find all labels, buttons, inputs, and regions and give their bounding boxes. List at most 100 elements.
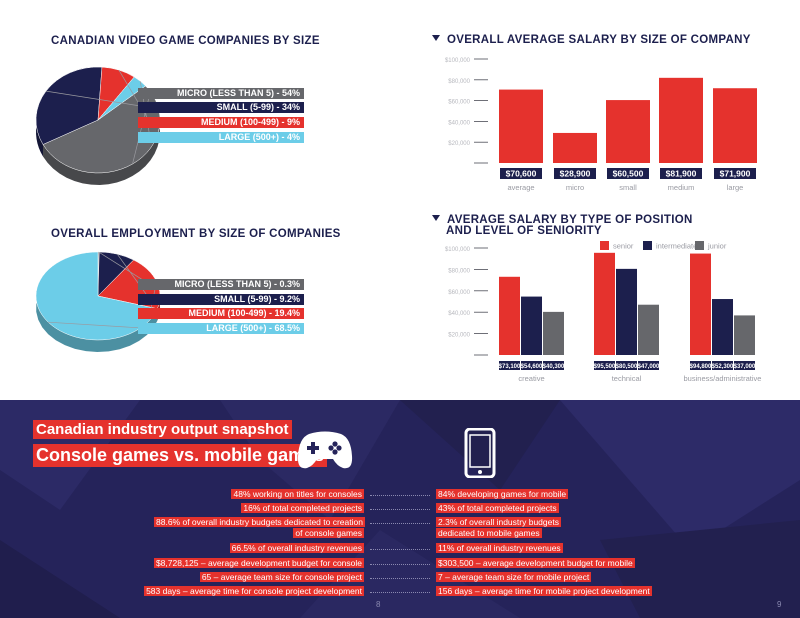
triangle-bullet-icon xyxy=(432,35,440,41)
legend-label-intermediate: intermediate xyxy=(656,242,697,251)
mobile-stat-text: 11% of overall industry revenues xyxy=(436,543,563,553)
category-label: medium xyxy=(668,183,695,192)
pie2-legend-medium: MEDIUM (100-499) - 19.4% xyxy=(138,308,304,319)
smartphone-icon xyxy=(464,428,496,478)
output-snapshot-panel: Canadian industry output snapshot Consol… xyxy=(0,400,800,618)
mobile-stat-row: 11% of overall industry revenues xyxy=(436,543,563,554)
legend-label-senior: senior xyxy=(613,242,634,251)
dotted-connector xyxy=(370,549,430,550)
mobile-stat-text: $303,500 – average development budget fo… xyxy=(436,558,635,568)
mobile-stat-row: 2.3% of overall industry budgets dedicat… xyxy=(436,517,596,539)
pie-leader-line-1 xyxy=(117,253,151,300)
mobile-stat-row: 43% of total completed projects xyxy=(436,503,559,514)
pie2-legend-micro: MICRO (LESS THAN 5) - 0.3% xyxy=(138,279,304,290)
value-label-bg xyxy=(660,168,702,179)
pie1-title: CANADIAN VIDEO GAME COMPANIES BY SIZE xyxy=(51,35,320,47)
value-label-bg xyxy=(712,361,733,370)
value-label: $54,600 xyxy=(521,364,543,370)
pie-slice-0 xyxy=(97,251,100,297)
pie-slice-side-2 xyxy=(101,67,135,89)
bar1-title-text: OVERALL AVERAGE SALARY BY SIZE OF COMPAN… xyxy=(447,34,751,46)
page-number-left: 8 xyxy=(376,600,381,609)
value-label-bg xyxy=(499,361,520,370)
value-label: $94,800 xyxy=(690,364,712,370)
mobile-stat-row: 84% developing games for mobile xyxy=(436,489,569,500)
mobile-stat-text: 2.3% of overall industry budgets dedicat… xyxy=(436,517,561,538)
pie-slice-side-0 xyxy=(98,252,100,265)
bar-average xyxy=(499,89,543,163)
category-label: business/administrative xyxy=(684,374,762,383)
value-label-bg xyxy=(607,168,649,179)
bar-business/administrative-senior xyxy=(690,253,711,355)
bar-business/administrative-intermediate xyxy=(712,299,733,355)
legend-swatch-senior xyxy=(600,241,609,250)
value-label-bg xyxy=(734,361,755,370)
bar2-title-line2: AND LEVEL OF SENIORITY xyxy=(446,225,602,237)
category-label: small xyxy=(619,183,637,192)
pie1-legend-micro: MICRO (LESS THAN 5) - 54% xyxy=(138,88,304,99)
dotted-connector xyxy=(370,509,430,510)
mobile-stat-text: 43% of total completed projects xyxy=(436,503,559,513)
console-stat-row: 16% of total completed projects xyxy=(241,503,364,514)
value-label: $95,500 xyxy=(594,364,616,370)
pie-slice-1 xyxy=(35,66,103,145)
background-pattern xyxy=(0,400,800,618)
y-tick-label: $80,000 xyxy=(448,268,470,274)
value-label-bg xyxy=(638,361,659,370)
bar2-title-line1: AVERAGE SALARY BY TYPE OF POSITION xyxy=(447,214,693,226)
value-label: $81,900 xyxy=(666,169,697,179)
value-label: $37,000 xyxy=(734,364,756,370)
value-label: $52,300 xyxy=(712,364,734,370)
bar-creative-junior xyxy=(543,311,564,355)
pie-slice-side-1 xyxy=(99,252,134,273)
y-tick-label: $60,000 xyxy=(448,290,470,296)
console-stat-row: 88.6% of overall industry budgets dedica… xyxy=(154,517,365,539)
category-label: technical xyxy=(612,374,642,383)
bar1-title: OVERALL AVERAGE SALARY BY SIZE OF COMPAN… xyxy=(432,34,751,46)
dotted-connector xyxy=(370,564,430,565)
mobile-stat-row: 7 – average team size for mobile project xyxy=(436,572,592,583)
value-label-bg xyxy=(500,168,542,179)
category-label: average xyxy=(507,183,534,192)
y-tick-label: $60,000 xyxy=(448,100,470,106)
value-label: $71,900 xyxy=(720,169,751,179)
y-tick-label: $80,000 xyxy=(448,79,470,85)
value-label: $40,300 xyxy=(543,364,565,370)
value-label: $73,100 xyxy=(499,364,521,370)
console-stat-row: 583 days – average time for console proj… xyxy=(144,586,364,597)
console-stat-text: 65 – average team size for console proje… xyxy=(199,572,364,582)
legend-label-junior: junior xyxy=(707,242,727,251)
pie-slice-2 xyxy=(97,66,135,121)
value-label-bg xyxy=(690,361,711,370)
bar-creative-intermediate xyxy=(521,296,542,355)
console-stat-text: 583 days – average time for console proj… xyxy=(144,586,364,596)
bar-micro xyxy=(553,132,597,163)
pie2-legend-small: SMALL (5-99) - 9.2% xyxy=(138,294,304,305)
value-label: $28,900 xyxy=(560,169,591,179)
console-stat-text: 16% of total completed projects xyxy=(241,503,364,513)
console-stat-text: 66.5% of overall industry revenues xyxy=(229,543,364,553)
bar-technical-intermediate xyxy=(616,268,637,355)
y-tick-label: $40,000 xyxy=(448,311,470,317)
value-label-bg xyxy=(521,361,542,370)
console-stat-row: $8,728,125 – average development budget … xyxy=(153,558,364,569)
page-number-right: 9 xyxy=(777,600,782,609)
bar-business/administrative-junior xyxy=(734,315,755,355)
value-label: $47,000 xyxy=(638,364,660,370)
value-label-bg xyxy=(543,361,564,370)
y-tick-label: $20,000 xyxy=(448,333,470,339)
mobile-stat-row: $303,500 – average development budget fo… xyxy=(436,558,635,569)
value-label: $60,500 xyxy=(613,169,644,179)
y-tick-label: $20,000 xyxy=(448,141,470,147)
console-stat-text: 48% working on titles for consoles xyxy=(231,489,364,499)
value-label-bg xyxy=(554,168,596,179)
bar-small xyxy=(606,100,650,163)
value-label-bg xyxy=(594,361,615,370)
dotted-connector xyxy=(370,592,430,593)
gamepad-icon xyxy=(297,431,353,469)
console-vs-mobile-heading: Console games vs. mobile games xyxy=(33,444,328,467)
pie-leader-line-3 xyxy=(48,321,151,329)
dotted-connector xyxy=(370,578,430,579)
legend-swatch-junior xyxy=(695,241,704,250)
pie1-legend-small: SMALL (5-99) - 34% xyxy=(138,102,304,113)
